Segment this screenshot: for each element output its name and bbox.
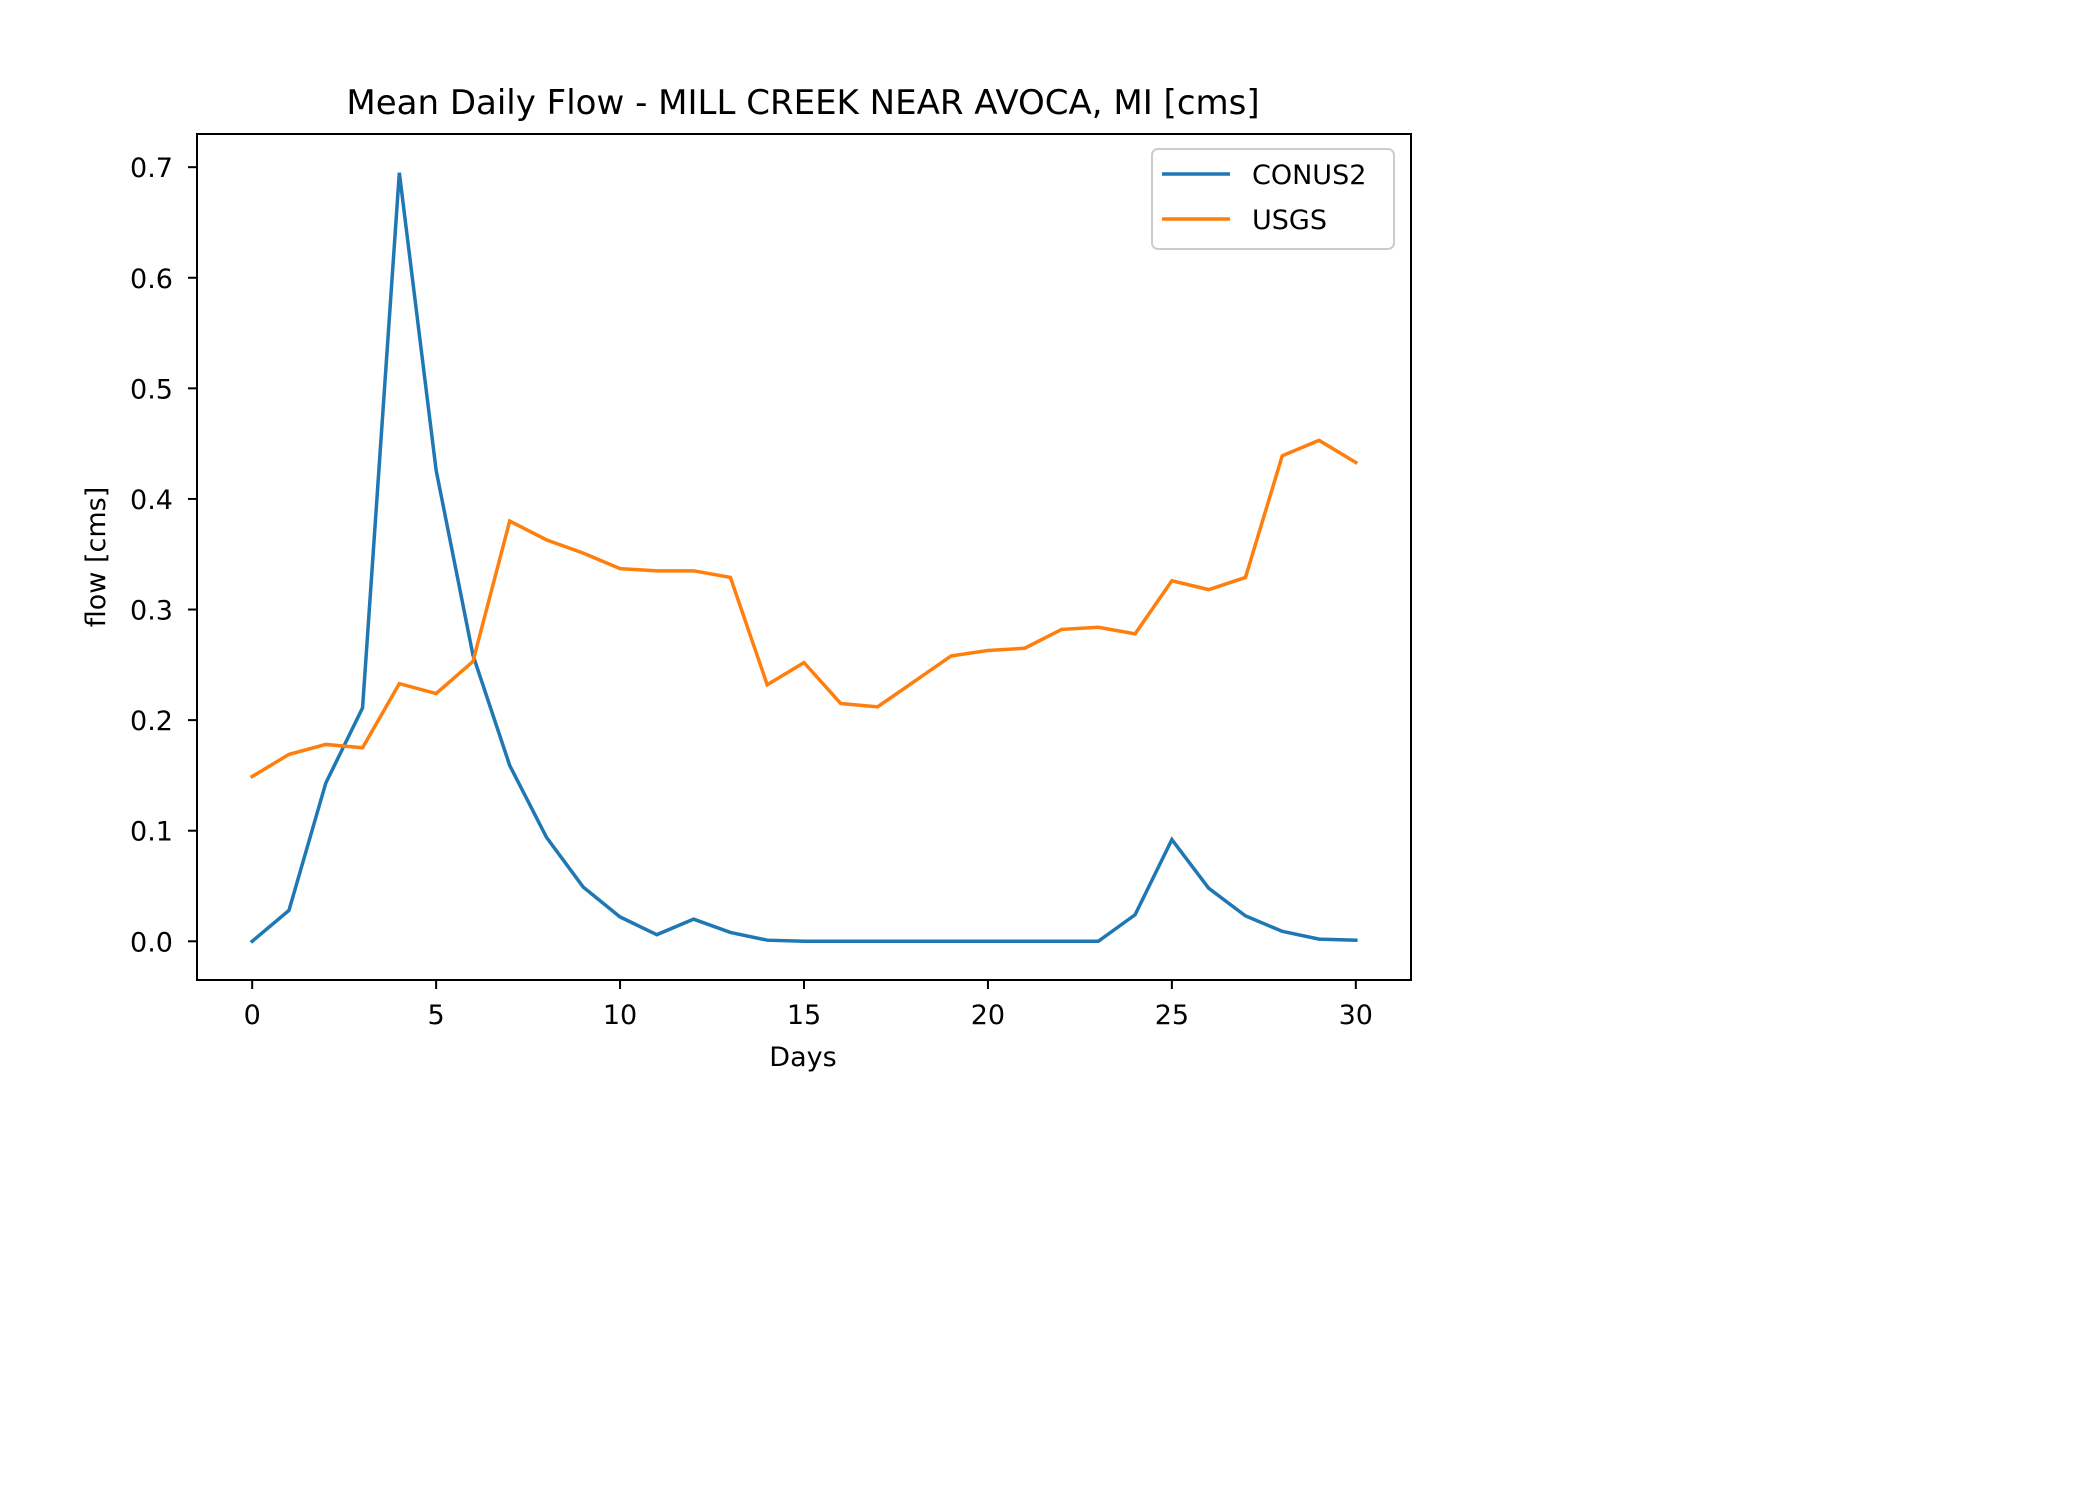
plot-frame [196,133,1412,981]
x-tick-label: 25 [1155,1000,1189,1031]
x-tick-label: 0 [244,1000,261,1031]
series-line-conus2 [249,172,1358,944]
legend-label-conus2: CONUS2 [1252,160,1366,191]
series-line-usgs [249,438,1359,779]
y-tick-label: 0.2 [130,706,173,737]
x-tick-label: 5 [428,1000,445,1031]
legend: CONUS2 USGS [1151,148,1395,250]
x-tick-label: 15 [787,1000,821,1031]
x-tick-label: 30 [1339,1000,1373,1031]
y-tick-label: 0.4 [130,485,173,516]
x-axis-label: Days [769,1042,836,1073]
x-tick-label: 20 [971,1000,1005,1031]
legend-label-usgs: USGS [1252,205,1327,236]
x-tick-label: 10 [603,1000,637,1031]
y-tick-label: 0.7 [130,153,173,184]
y-axis-ticks: 0.0 0.1 0.2 0.3 0.4 0.5 0.6 0.7 [130,153,197,958]
chart-title: Mean Daily Flow - MILL CREEK NEAR AVOCA,… [346,83,1259,123]
y-tick-label: 0.6 [130,264,173,295]
y-tick-label: 0.3 [130,596,173,627]
y-tick-label: 0.1 [130,817,173,848]
series-layer [249,172,1359,944]
x-axis-ticks: 0 5 10 15 20 25 30 [244,980,1373,1031]
line-chart: Mean Daily Flow - MILL CREEK NEAR AVOCA,… [81,83,1412,1073]
y-tick-label: 0.5 [130,374,173,405]
y-axis-label: flow [cms] [81,487,112,627]
y-tick-label: 0.0 [130,927,173,958]
